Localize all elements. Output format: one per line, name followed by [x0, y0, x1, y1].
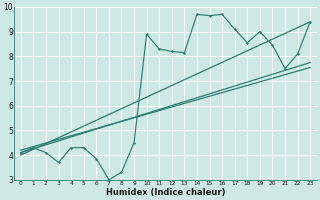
- X-axis label: Humidex (Indice chaleur): Humidex (Indice chaleur): [106, 188, 225, 197]
